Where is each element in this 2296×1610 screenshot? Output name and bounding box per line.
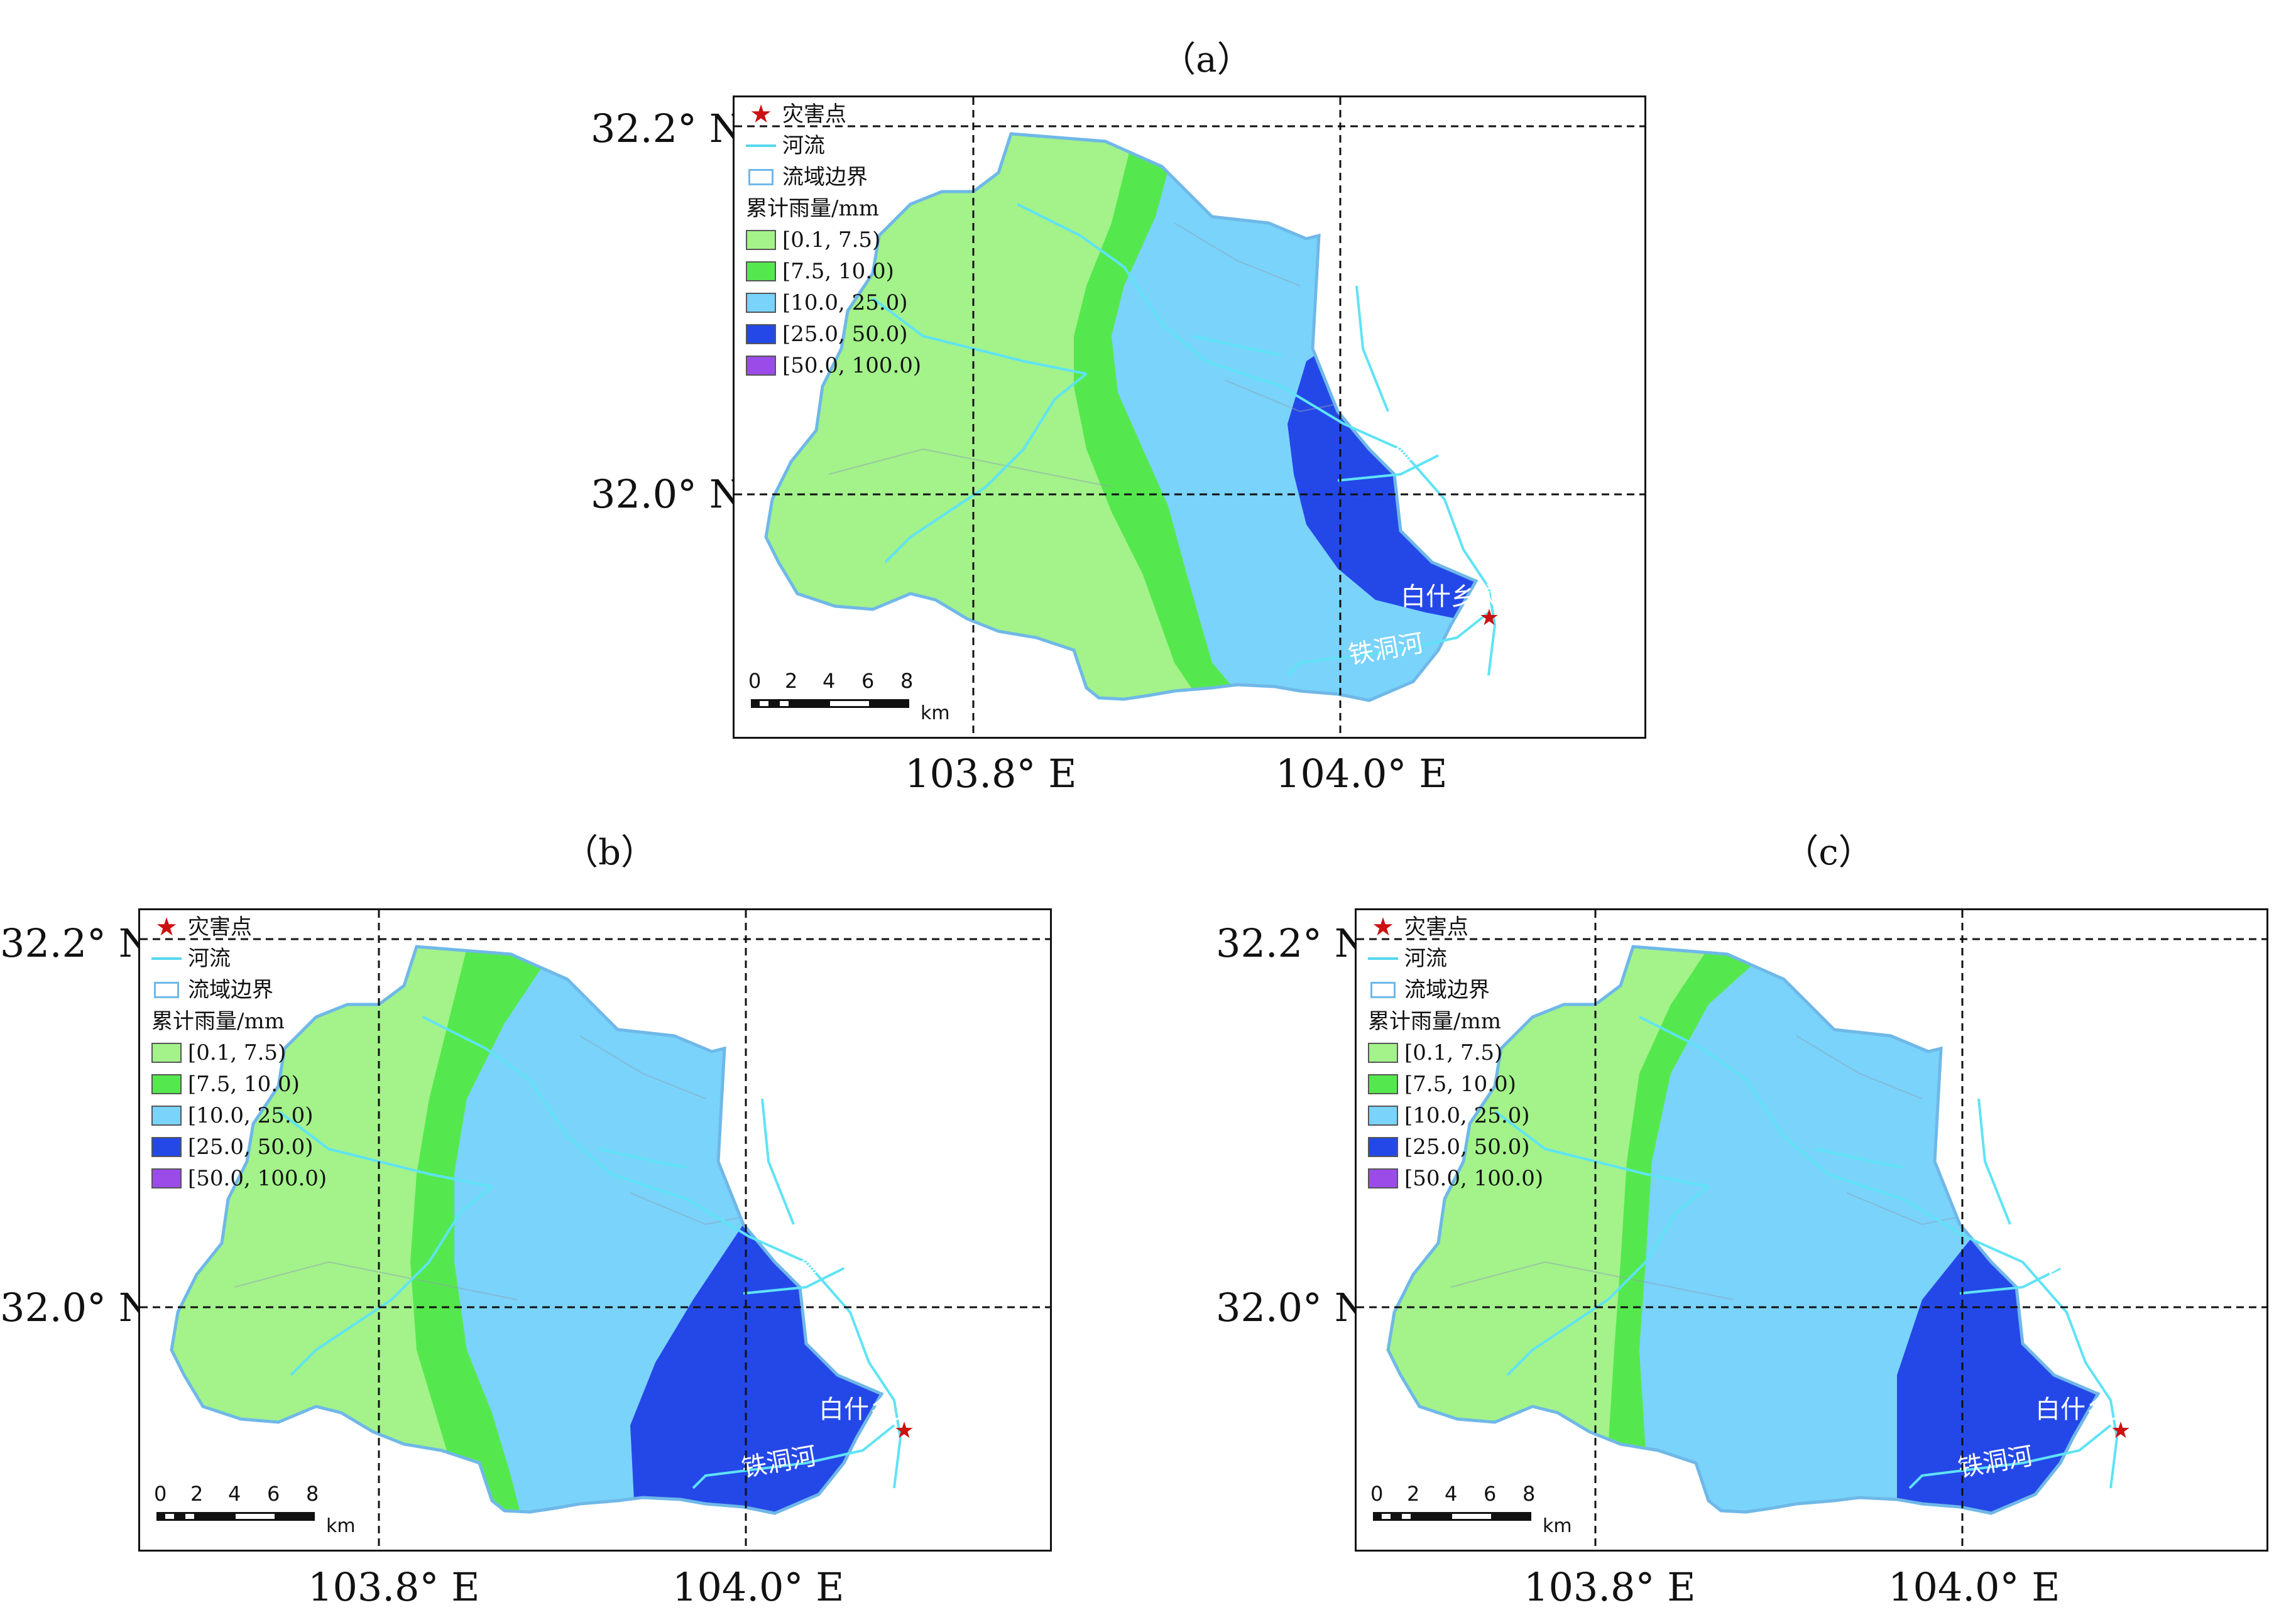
lon-label-104-0-c: 104.0° E [1888,1564,2060,1610]
map-c: 青片河 白什乡灾害点 铁洞河 ★ 0 2 4 6 8 km [1357,910,2266,1550]
svg-text:6: 6 [1484,1482,1496,1506]
legend-rain-title: 累计雨量/mm [1368,1009,1501,1034]
disaster-star-b: ★ [894,1418,914,1444]
map-frame-a: 青片河 白什乡灾害点 铁洞河 ★ 0 2 4 6 8 km ★ 灾害点 河流 流域… [733,95,1646,739]
lat-label-32-0-b: 32.0° N [0,1285,153,1330]
basin-boundary-c [1386,945,2101,1515]
lat-label-32-2-a: 32.2° N [591,106,744,151]
svg-text:8: 8 [1522,1482,1535,1506]
star-icon: ★ [1372,913,1394,942]
svg-text:km: km [921,702,950,724]
lat-label-32-2-c: 32.2° N [1216,920,1369,966]
svg-text:8: 8 [900,669,913,693]
svg-text:6: 6 [861,669,874,693]
boundary-box-icon [154,982,179,998]
panel-title-c: （c） [1783,832,1874,873]
lon-label-104-0-a: 104.0° E [1276,751,1448,797]
map-a: 青片河 白什乡灾害点 铁洞河 ★ 0 2 4 6 8 km [735,97,1644,737]
svg-text:8: 8 [306,1482,319,1506]
boundary-box-icon [748,169,774,185]
river-line-icon [151,957,182,960]
rain-class3-c [1639,948,2098,1513]
legend-rain-title: 累计雨量/mm [746,196,879,221]
svg-text:km: km [1543,1515,1572,1537]
boundary-box-icon [1370,982,1396,998]
lat-label-32-0-c: 32.0° N [1216,1285,1369,1330]
star-icon: ★ [750,100,772,129]
scalebar-c: 0 2 4 6 8 km [1370,1482,1572,1537]
svg-text:km: km [326,1515,356,1537]
rain-class4-c [1897,1180,2098,1513]
label-disaster-site-b: 白什乡灾害点 [819,1395,970,1424]
svg-text:6: 6 [267,1482,280,1506]
rivers-c [1494,1016,2119,1489]
map-frame-b: 青片河 白什乡灾害点 铁洞河 ★ 0 2 4 6 8 km ★ 灾害点 河流 流域… [138,908,1052,1552]
svg-text:2: 2 [785,669,797,693]
map-frame-c: 青片河 白什乡灾害点 铁洞河 ★ 0 2 4 6 8 km ★ 灾害点 河流 流域… [1355,908,2268,1552]
graticule-c [1357,910,2266,1550]
rain-class2-a [1074,148,1275,700]
star-icon: ★ [155,913,178,942]
svg-text:0: 0 [154,1482,167,1506]
basin-boundary-a [764,132,1479,702]
panel-title-b: （b） [563,832,656,873]
legend-c: ★ 灾害点 河流 流域边界 累计雨量/mm [0.1, 7.5) [7.5, 10… [1368,913,1544,1191]
map-b: 青片河 白什乡灾害点 铁洞河 ★ 0 2 4 6 8 km [140,910,1050,1550]
label-qingpian-river-c: 青片河 [2036,1224,2116,1286]
lon-label-104-0-b: 104.0° E [672,1564,845,1610]
lon-label-103-8-c: 103.8° E [1524,1564,1696,1610]
svg-text:4: 4 [823,669,835,693]
disaster-star-c: ★ [2111,1418,2131,1444]
scalebar-a: 0 2 4 6 8 km [748,669,950,724]
rain-class2-b [410,948,555,1513]
river-line-icon [1368,957,1398,960]
label-disaster-site-c: 白什乡灾害点 [2035,1395,2186,1424]
svg-text:0: 0 [748,669,761,693]
label-qingpian-river-b: 青片河 [795,1224,875,1286]
disaster-star-a: ★ [1479,605,1499,631]
svg-text:4: 4 [1445,1482,1457,1506]
svg-text:4: 4 [228,1482,241,1506]
legend-a: ★ 灾害点 河流 流域边界 累计雨量/mm [0.1, 7.5) [7.5, 10… [746,100,922,378]
lat-label-32-0-a: 32.0° N [591,471,744,517]
legend-b: ★ 灾害点 河流 流域边界 累计雨量/mm [0.1, 7.5) [7.5, 10… [151,913,327,1191]
graticule-b [140,910,1050,1550]
river-line-icon [746,144,776,147]
panel-title-a: （a） [1161,40,1252,80]
label-qingpian-river-a: 青片河 [1389,411,1469,474]
scalebar-b: 0 2 4 6 8 km [154,1482,356,1537]
basin-boundary-b [170,945,884,1515]
legend-rain-title: 累计雨量/mm [151,1009,285,1034]
rivers-a [872,203,1497,677]
rain-class2-c [1608,948,1771,1513]
svg-text:0: 0 [1370,1482,1383,1506]
svg-text:2: 2 [190,1482,203,1506]
label-disaster-site-a: 白什乡灾害点 [1401,582,1551,611]
lat-label-32-2-b: 32.2° N [0,920,153,966]
lon-label-103-8-b: 103.8° E [308,1564,480,1610]
rivers-b [277,1016,902,1489]
graticule-a [735,97,1644,737]
svg-text:2: 2 [1407,1482,1419,1506]
lon-label-103-8-a: 103.8° E [905,751,1077,797]
